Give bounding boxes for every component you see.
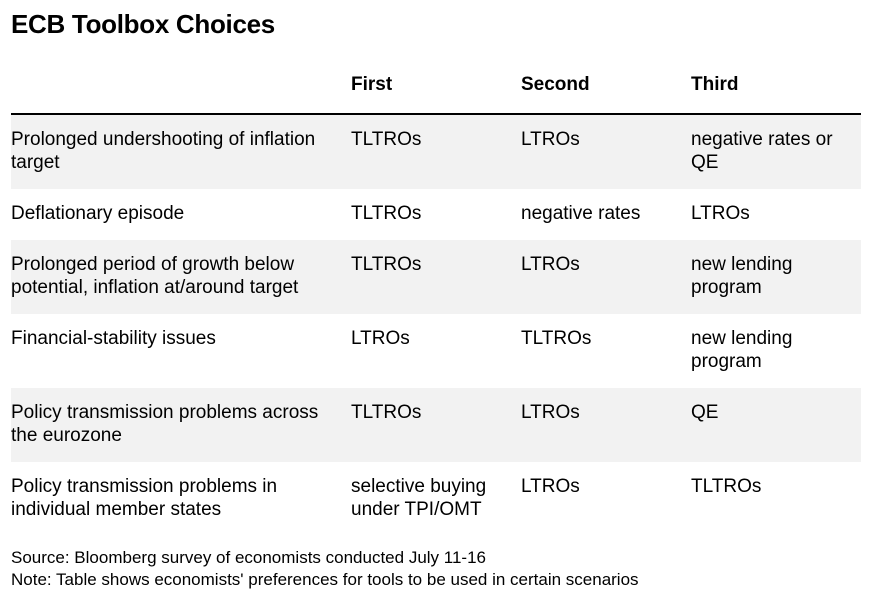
second-choice-cell: LTROs <box>521 476 580 497</box>
table-row: Prolonged period of growth below potenti… <box>11 240 861 314</box>
first-choice-cell: TLTROs <box>351 114 521 189</box>
toolbox-table: First Second Third Prolonged undershooti… <box>11 70 861 536</box>
first-choice-cell: TLTROs <box>351 203 422 224</box>
first-choice-cell: TLTROs <box>351 388 521 462</box>
first-choice-cell: selective buying under TPI/OMT <box>351 476 487 520</box>
scenario-cell: Prolonged period of growth below potenti… <box>11 240 351 314</box>
scenario-cell: Policy transmission problems across the … <box>11 388 351 462</box>
scenario-cell: Policy transmission problems in individu… <box>11 476 278 520</box>
page-title: ECB Toolbox Choices <box>11 9 275 39</box>
third-choice-cell: TLTROs <box>691 476 762 497</box>
second-choice-cell: LTROs <box>521 240 691 314</box>
header-row: First Second Third <box>11 70 861 115</box>
header-second: Second <box>521 70 691 115</box>
header-scenario <box>11 70 351 115</box>
third-choice-cell: LTROs <box>691 203 750 224</box>
table-row: Deflationary episode TLTROs negative rat… <box>11 189 861 240</box>
third-choice-cell: new lending program <box>691 240 861 314</box>
scenario-cell: Financial-stability issues <box>11 328 216 349</box>
header-first: First <box>351 70 521 115</box>
footer-notes: Source: Bloomberg survey of economists c… <box>11 547 639 591</box>
scenario-cell: Prolonged undershooting of inflation tar… <box>11 114 351 189</box>
table-note: Note: Table shows economists' preference… <box>11 570 639 589</box>
second-choice-cell: LTROs <box>521 388 691 462</box>
second-choice-cell: negative rates <box>521 203 641 224</box>
table-header: First Second Third <box>11 70 861 115</box>
table-row: Policy transmission problems in individu… <box>11 462 861 536</box>
third-choice-cell: negative rates or QE <box>691 114 861 189</box>
table-body: Prolonged undershooting of inflation tar… <box>11 114 861 536</box>
second-choice-cell: LTROs <box>521 114 691 189</box>
third-choice-cell: QE <box>691 388 861 462</box>
header-third: Third <box>691 70 861 115</box>
table-row: Prolonged undershooting of inflation tar… <box>11 114 861 189</box>
table-row: Policy transmission problems across the … <box>11 388 861 462</box>
scenario-cell: Deflationary episode <box>11 203 185 224</box>
first-choice-cell: TLTROs <box>351 240 521 314</box>
table-row: Financial-stability issues LTROs TLTROs … <box>11 314 861 388</box>
source-note: Source: Bloomberg survey of economists c… <box>11 548 486 567</box>
second-choice-cell: TLTROs <box>521 328 592 349</box>
third-choice-cell: new lending program <box>691 328 793 372</box>
first-choice-cell: LTROs <box>351 328 410 349</box>
